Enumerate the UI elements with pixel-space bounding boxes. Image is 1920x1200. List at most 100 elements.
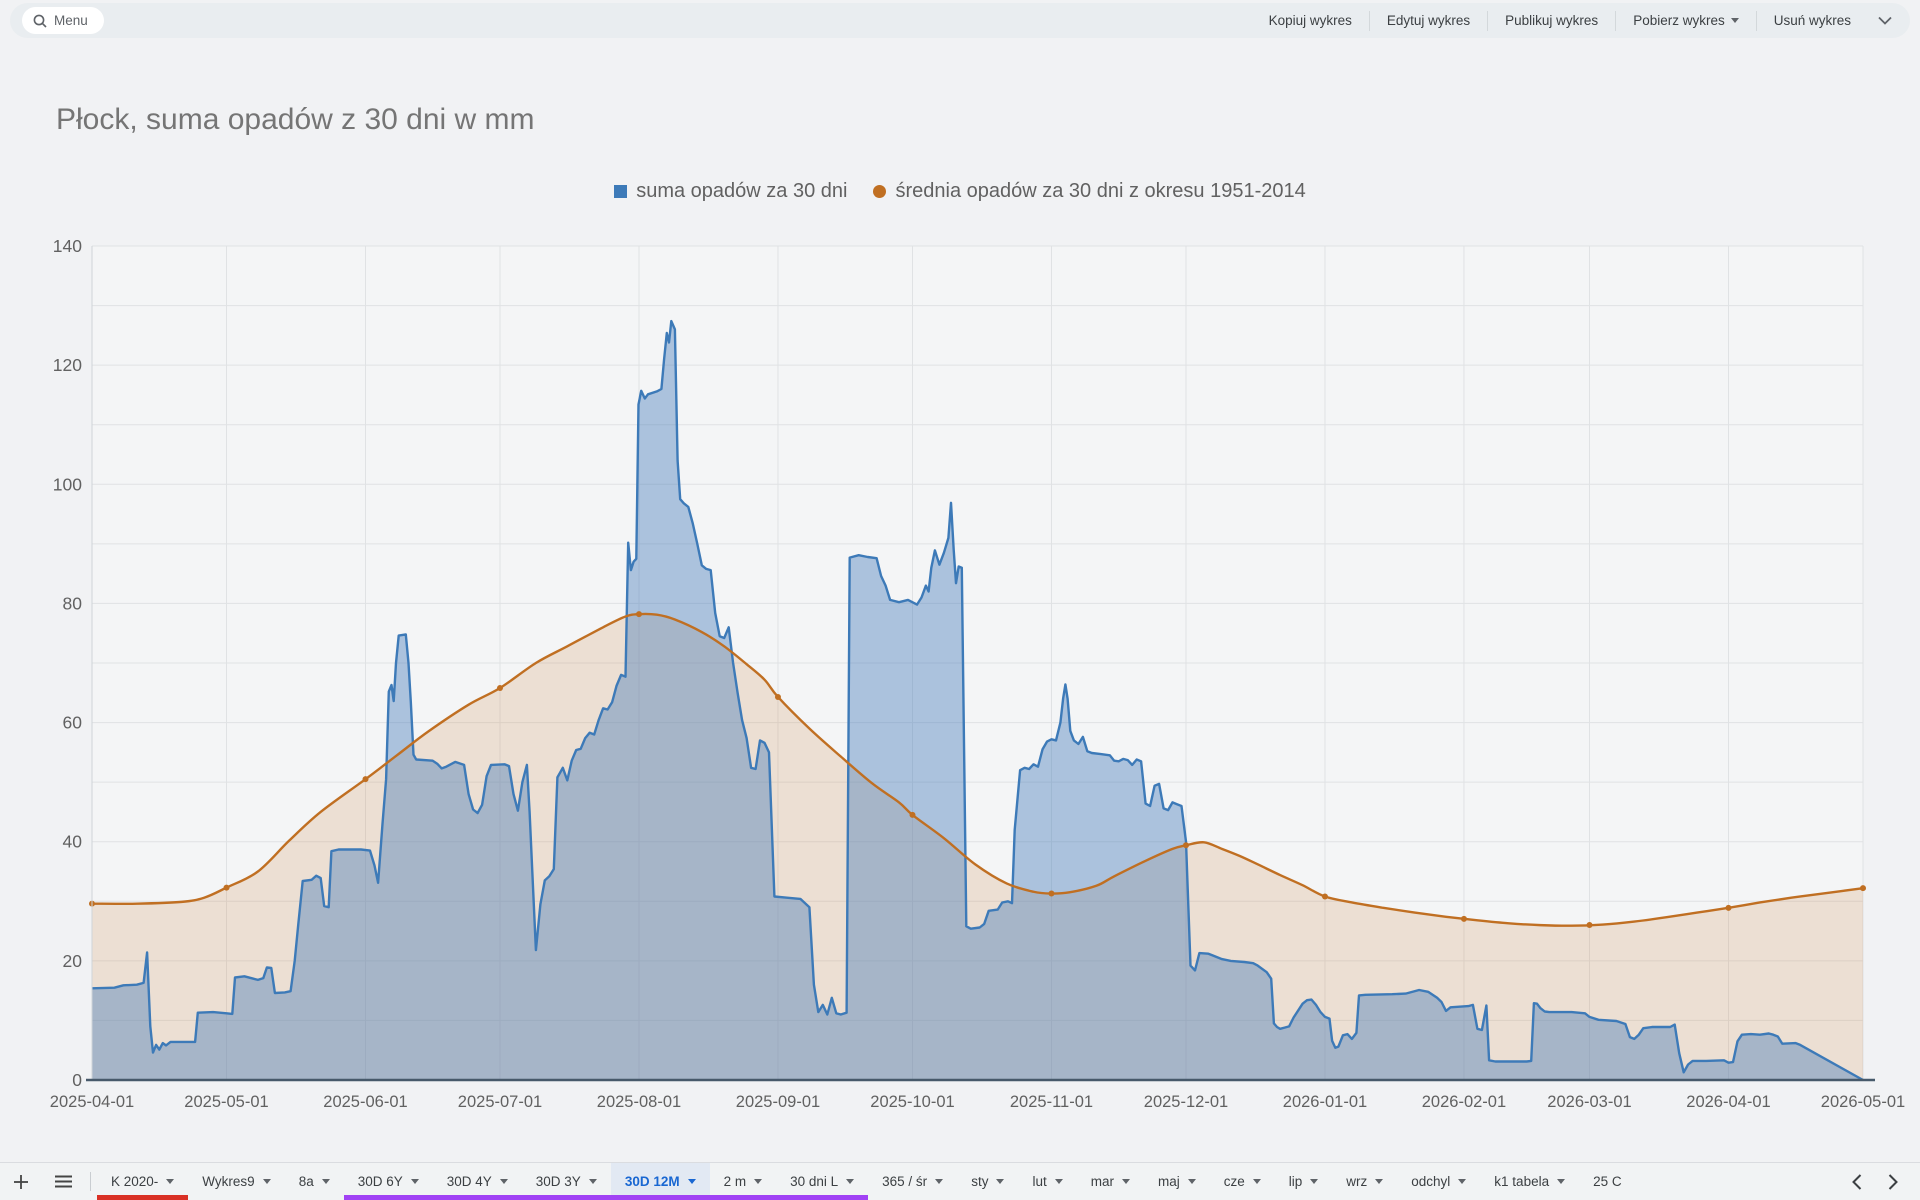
- legend-label: średnia opadów za 30 dni z okresu 1951-2…: [895, 180, 1306, 202]
- tab-label: 30D 12M: [624, 1174, 680, 1189]
- tab-caret-icon: [1252, 1179, 1261, 1184]
- top-bar: Menu Kopiuj wykres Edytuj wykres Publikuj …: [10, 3, 1910, 38]
- sheet-tab-2-m[interactable]: 2 m: [709, 1163, 777, 1200]
- sheet-tab-30-dni-l[interactable]: 30 dni L: [776, 1163, 869, 1200]
- y-axis-ticks: 0 20 40 60 80 100 120 140: [53, 236, 82, 1090]
- action-label: Publikuj wykres: [1505, 13, 1599, 28]
- tab-label: 365 / śr: [882, 1174, 928, 1189]
- tab-color-underline: [610, 1195, 710, 1200]
- sheet-tab-lip[interactable]: lip: [1275, 1163, 1333, 1200]
- tab-label: k1 tabela: [1494, 1174, 1550, 1189]
- sheet-tab-lut[interactable]: lut: [1018, 1163, 1076, 1200]
- sheet-tab-wykres9[interactable]: Wykres9: [188, 1163, 284, 1200]
- svg-text:2025-07-01: 2025-07-01: [458, 1093, 542, 1111]
- sheet-tab-wrz[interactable]: wrz: [1332, 1163, 1397, 1200]
- sheet-tab-365-r[interactable]: 365 / śr: [868, 1163, 957, 1200]
- svg-text:0: 0: [72, 1070, 82, 1090]
- tab-caret-icon: [754, 1179, 763, 1184]
- tab-label: lut: [1032, 1174, 1047, 1189]
- action-label: Usuń wykres: [1773, 13, 1851, 28]
- sheet-tab-sty[interactable]: sty: [957, 1163, 1018, 1200]
- svg-text:2025-04-01: 2025-04-01: [50, 1093, 134, 1111]
- action-publikuj-wykres[interactable]: Publikuj wykres: [1487, 10, 1615, 31]
- svg-text:2026-03-01: 2026-03-01: [1547, 1093, 1631, 1111]
- svg-text:2026-01-01: 2026-01-01: [1283, 1093, 1367, 1111]
- tab-label: 30 dni L: [790, 1174, 839, 1189]
- svg-text:2025-12-01: 2025-12-01: [1144, 1093, 1228, 1111]
- action-usu-wykres[interactable]: Usuń wykres: [1755, 10, 1868, 31]
- tab-label: 2 m: [723, 1174, 747, 1189]
- chart-legend: suma opadów za 30 dni średnia opadów za …: [0, 180, 1920, 203]
- tab-color-underline: [97, 1195, 189, 1200]
- tab-label: 30D 3Y: [535, 1174, 581, 1189]
- tab-label: sty: [971, 1174, 989, 1189]
- avg-series-area: [92, 613, 1863, 1080]
- svg-text:2025-06-01: 2025-06-01: [323, 1093, 407, 1111]
- tab-caret-icon: [687, 1179, 696, 1184]
- svg-text:40: 40: [63, 832, 83, 852]
- all-sheets-button[interactable]: [42, 1163, 84, 1200]
- collapse-chevron-icon[interactable]: [1878, 16, 1892, 25]
- gridlines: [91, 245, 1864, 1081]
- plus-icon: [14, 1174, 28, 1189]
- tab-color-underline: [776, 1195, 869, 1200]
- x-axis-ticks: 2025-04-01 2025-05-01 2025-06-01 2025-07-01…: [50, 1093, 1905, 1111]
- sheet-tab-30d-3y[interactable]: 30D 3Y: [521, 1163, 611, 1200]
- sheet-tab-k1-tabela[interactable]: k1 tabela: [1480, 1163, 1579, 1200]
- svg-text:2025-11-01: 2025-11-01: [1010, 1093, 1093, 1111]
- caret-down-icon: [1730, 18, 1739, 23]
- action-pobierz-wykres[interactable]: Pobierz wykres: [1615, 10, 1756, 31]
- sheet-tab-odchyl[interactable]: odchyl: [1397, 1163, 1480, 1200]
- action-edytuj-wykres[interactable]: Edytuj wykres: [1368, 10, 1487, 31]
- legend-label: suma opadów za 30 dni: [636, 180, 848, 202]
- svg-text:2025-09-01: 2025-09-01: [736, 1093, 820, 1111]
- tab-caret-icon: [588, 1179, 597, 1184]
- action-kopiuj-wykres[interactable]: Kopiuj wykres: [1252, 11, 1369, 31]
- page-title: Płock, suma opadów z 30 dni w mm: [56, 103, 535, 136]
- sheet-tab-8a[interactable]: 8a: [285, 1163, 344, 1200]
- sheet-tab-30d-4y[interactable]: 30D 4Y: [432, 1163, 522, 1200]
- tab-color-underline: [521, 1195, 611, 1200]
- scroll-tabs-right-icon[interactable]: [1888, 1173, 1898, 1190]
- hamburger-icon: [54, 1175, 72, 1188]
- tab-label: cze: [1223, 1174, 1245, 1189]
- sheet-tab-cze[interactable]: cze: [1210, 1163, 1275, 1200]
- legend-circle-marker-icon: [873, 185, 887, 198]
- avg-month-markers: [89, 611, 1866, 929]
- tab-caret-icon: [410, 1179, 419, 1184]
- sheet-tab-k-2020-[interactable]: K 2020-: [97, 1163, 189, 1200]
- tab-label: 8a: [298, 1174, 314, 1189]
- tab-caret-icon: [1310, 1179, 1319, 1184]
- legend-item-avg[interactable]: średnia opadów za 30 dni z okresu 1951-2…: [873, 180, 1306, 203]
- svg-text:20: 20: [63, 951, 83, 971]
- menu-search-pill[interactable]: Menu: [22, 7, 104, 34]
- sheet-tab-30d-6y[interactable]: 30D 6Y: [343, 1163, 433, 1200]
- svg-text:2025-10-01: 2025-10-01: [870, 1093, 954, 1111]
- tab-label: mar: [1090, 1174, 1114, 1189]
- tab-caret-icon: [166, 1179, 175, 1184]
- legend-square-marker-icon: [614, 185, 628, 198]
- tab-caret-icon: [1121, 1179, 1130, 1184]
- sheet-tab-mar[interactable]: mar: [1077, 1163, 1144, 1200]
- scroll-tabs-left-icon[interactable]: [1852, 1173, 1862, 1190]
- sheet-tabs: K 2020- Wykres9 8a 30D 6Y 30D 4Y 30D 3Y 30D 12…: [97, 1163, 1838, 1200]
- tab-label: 30D 4Y: [446, 1174, 492, 1189]
- tab-caret-icon: [1187, 1179, 1196, 1184]
- tab-caret-icon: [1375, 1179, 1384, 1184]
- action-label: Pobierz wykres: [1633, 13, 1725, 28]
- add-sheet-button[interactable]: [0, 1163, 42, 1200]
- tab-caret-icon: [1054, 1179, 1063, 1184]
- sheet-tab-30d-12m[interactable]: 30D 12M: [610, 1163, 710, 1200]
- tab-label: 25 C: [1593, 1174, 1622, 1189]
- tab-label: maj: [1157, 1174, 1180, 1189]
- sheet-tab-bar: K 2020- Wykres9 8a 30D 6Y 30D 4Y 30D 3Y 30D 12…: [0, 1162, 1920, 1200]
- tab-label: Wykres9: [202, 1174, 255, 1189]
- tab-label: 30D 6Y: [357, 1174, 403, 1189]
- sheet-tab-25-c[interactable]: 25 C: [1579, 1163, 1622, 1200]
- menu-label: Menu: [54, 13, 88, 28]
- sheet-tab-maj[interactable]: maj: [1144, 1163, 1210, 1200]
- legend-item-sum[interactable]: suma opadów za 30 dni: [614, 180, 847, 203]
- svg-text:60: 60: [63, 713, 83, 733]
- tab-label: wrz: [1346, 1174, 1368, 1189]
